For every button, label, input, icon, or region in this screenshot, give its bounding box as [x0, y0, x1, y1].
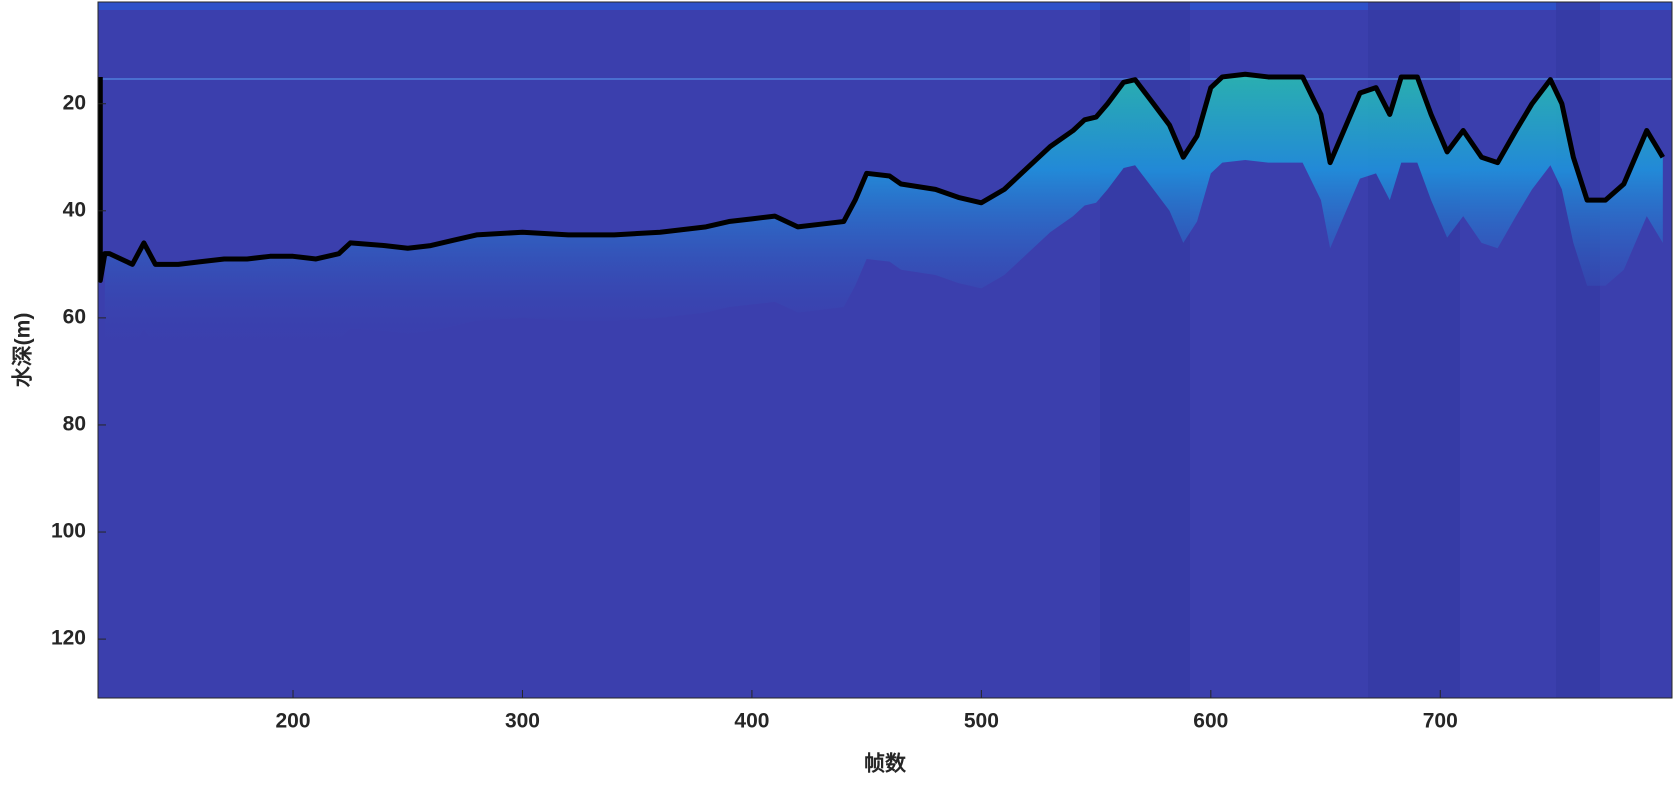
x-tick-label: 400 [734, 710, 769, 733]
surface-strip [98, 2, 1672, 10]
x-tick-label: 300 [505, 710, 540, 733]
y-tick-label: 20 [63, 91, 86, 114]
x-axis-label: 帧数 [864, 753, 907, 776]
axes-box [97, 1, 1673, 699]
y-tick-label: 40 [63, 198, 86, 221]
x-tick-label: 600 [1193, 710, 1228, 733]
x-tick-label: 500 [964, 710, 999, 733]
bottom-line [97, 71, 1665, 283]
x-tick-label: 200 [276, 710, 311, 733]
y-tick-label: 80 [63, 413, 86, 436]
y-tick-label: 100 [51, 520, 86, 543]
y-tick-label: 120 [51, 627, 86, 650]
y-tick-label: 60 [63, 305, 86, 328]
y-axis-label: 水深(m) [12, 313, 35, 388]
echo-band [104, 74, 1663, 351]
x-tick-label: 700 [1423, 710, 1458, 733]
